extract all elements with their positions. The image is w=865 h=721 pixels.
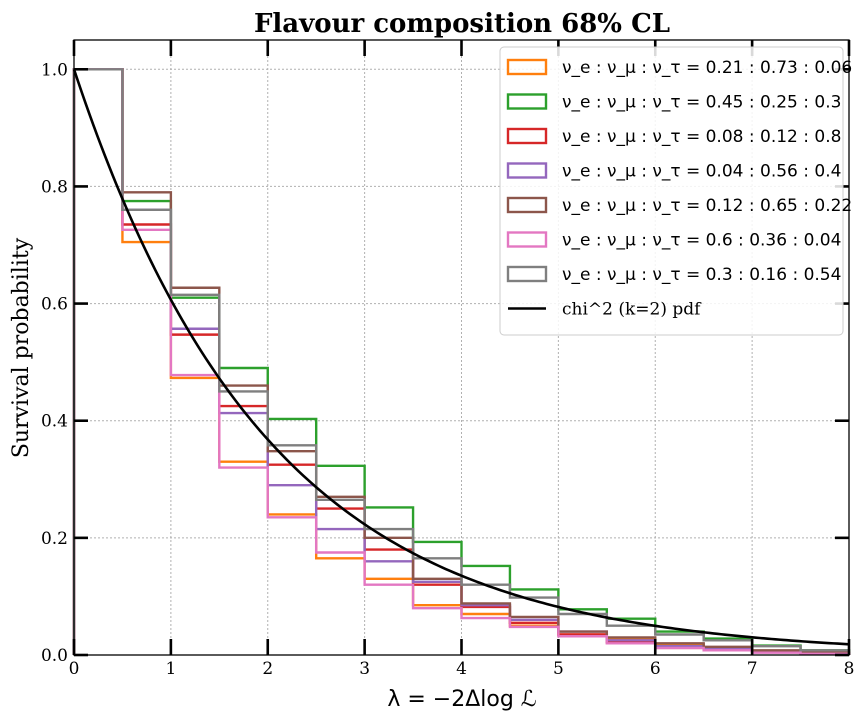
x-axis-label: λ = −2Δlog ℒ	[387, 687, 536, 712]
histogram-series-5	[72, 68, 851, 655]
y-tick-label: 0.4	[41, 412, 68, 432]
x-tick-label: 4	[456, 659, 467, 679]
legend-label-1: ν_e : ν_μ : ν_τ = 0.21 : 0.73 : 0.06	[562, 58, 852, 78]
y-tick-label: 0.0	[41, 646, 68, 666]
legend-frame	[499, 46, 844, 336]
x-tick-label: 0	[69, 659, 80, 679]
histogram-series-7	[72, 68, 851, 655]
legend-swatch-4	[506, 162, 548, 179]
legend-swatch-5	[506, 196, 548, 214]
histogram-series-6	[72, 68, 851, 656]
chart-title: Flavour composition 68% CL	[254, 9, 670, 39]
x-tick-label: 3	[359, 659, 370, 679]
y-tick-label: 0.8	[41, 177, 68, 197]
x-tick-label: 5	[553, 659, 564, 679]
chi2-curve	[72, 68, 850, 646]
legend-swatch-6	[506, 231, 548, 248]
legend-label-2: ν_e : ν_μ : ν_τ = 0.45 : 0.25 : 0.3	[562, 93, 841, 113]
axis-ticks: 0 1 2 3 4 5 6 7 8 0.0 0.2 0.4 0.6 0.8 1.0	[41, 40, 854, 679]
legend-label-curve: chi^2 (k=2) pdf	[562, 300, 702, 320]
y-axis-label: Survival probability	[9, 237, 34, 458]
histograms	[72, 68, 851, 656]
x-tick-label: 6	[650, 659, 661, 679]
y-tick-label: 0.2	[41, 529, 68, 549]
chi2-curve-line	[72, 68, 850, 646]
legend-label-6: ν_e : ν_μ : ν_τ = 0.6 : 0.36 : 0.04	[562, 231, 841, 251]
legend-label-3: ν_e : ν_μ : ν_τ = 0.08 : 0.12 : 0.8	[562, 127, 841, 147]
legend-label-7: ν_e : ν_μ : ν_τ = 0.3 : 0.16 : 0.54	[562, 265, 841, 285]
legend-swatch-3	[506, 127, 548, 145]
y-tick-label: 0.6	[41, 295, 68, 315]
legend: ν_e : ν_μ : ν_τ = 0.21 : 0.73 : 0.06 ν_e …	[499, 46, 852, 336]
legend-swatch-1	[506, 58, 548, 76]
legend-swatch-2	[506, 93, 548, 110]
legend-label-5: ν_e : ν_μ : ν_τ = 0.12 : 0.65 : 0.22	[562, 196, 852, 216]
legend-label-4: ν_e : ν_μ : ν_τ = 0.04 : 0.56 : 0.4	[562, 162, 841, 182]
x-tick-label: 1	[165, 659, 176, 679]
x-tick-label: 7	[747, 659, 758, 679]
x-tick-label: 2	[262, 659, 273, 679]
x-tick-label: 8	[844, 659, 855, 679]
y-tick-label: 1.0	[41, 60, 68, 80]
histogram-series-2	[72, 68, 851, 655]
legend-swatch-7	[506, 265, 548, 283]
